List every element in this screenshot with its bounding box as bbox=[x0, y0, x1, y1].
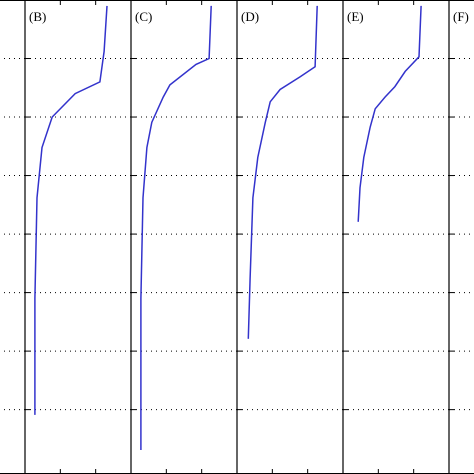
profile-line bbox=[34, 5, 108, 415]
panel-label: (D) bbox=[241, 9, 259, 24]
profile-line bbox=[357, 5, 422, 222]
panel-label: (C) bbox=[135, 9, 152, 24]
panel-label: (B) bbox=[29, 9, 46, 24]
profile-line bbox=[247, 5, 318, 339]
panel-label: (F) bbox=[453, 9, 469, 24]
panel-label: (E) bbox=[347, 9, 364, 24]
profile-line bbox=[140, 5, 212, 450]
